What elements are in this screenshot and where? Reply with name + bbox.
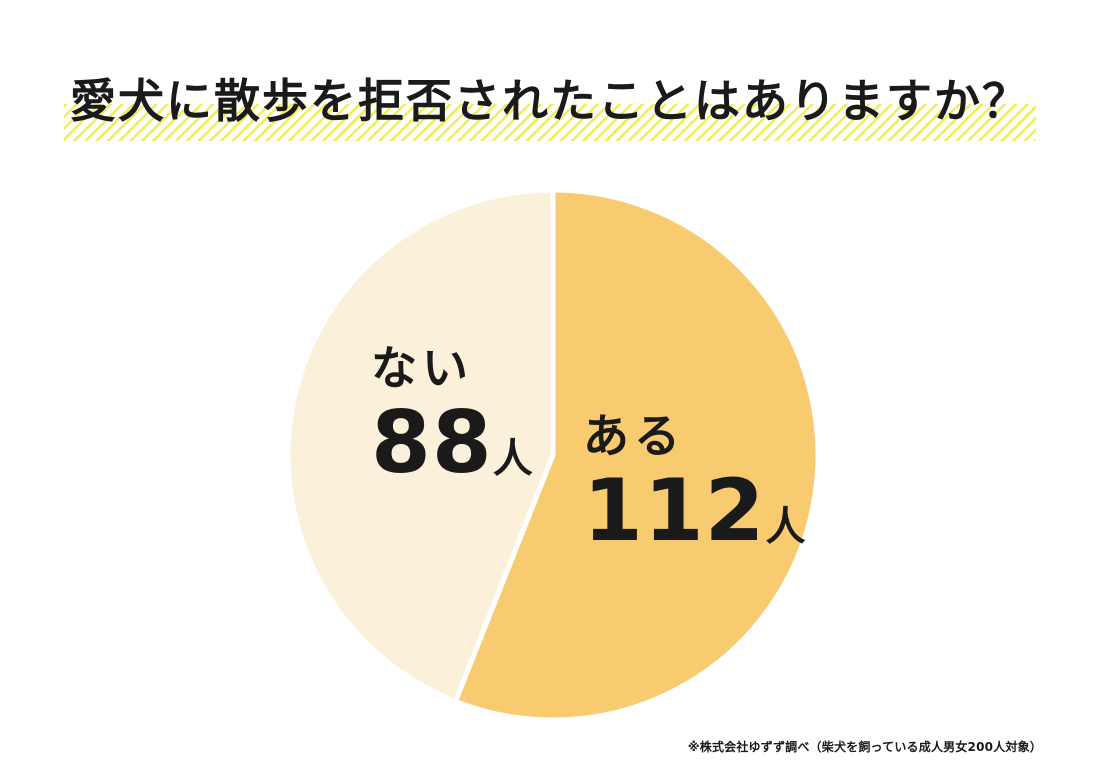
chart-header: 愛犬に散歩を拒否されたことはありますか？ xyxy=(0,74,1100,142)
slice-aru-value: 112 xyxy=(583,461,766,561)
pie-chart-svg xyxy=(285,187,821,723)
slice-nai-unit: 人 xyxy=(492,436,533,482)
page-title-text: 愛犬に散歩を拒否されたことはありますか？ xyxy=(70,74,1030,128)
slice-aru-unit: 人 xyxy=(765,504,806,550)
page-title: 愛犬に散歩を拒否されたことはありますか？ xyxy=(64,74,1036,142)
slice-label-aru: ある 112人 xyxy=(583,413,806,554)
pie-slice-nai xyxy=(285,187,556,704)
slice-nai-name: ない xyxy=(371,341,473,395)
slice-label-nai: ない 88人 xyxy=(371,345,533,486)
slice-nai-value: 88 xyxy=(371,393,493,493)
slice-nai-value-row: 88人 xyxy=(371,400,533,486)
survey-footnote: ※株式会社ゆずず調べ（柴犬を飼っている成人男女200人対象） xyxy=(687,740,1042,754)
slice-aru-value-row: 112人 xyxy=(583,468,806,554)
title-highlight-stripes xyxy=(64,104,1036,142)
pie-slice-aru xyxy=(452,187,821,723)
pie-chart: ない 88人 ある 112人 xyxy=(283,185,823,725)
slice-aru-name: ある xyxy=(583,409,685,463)
